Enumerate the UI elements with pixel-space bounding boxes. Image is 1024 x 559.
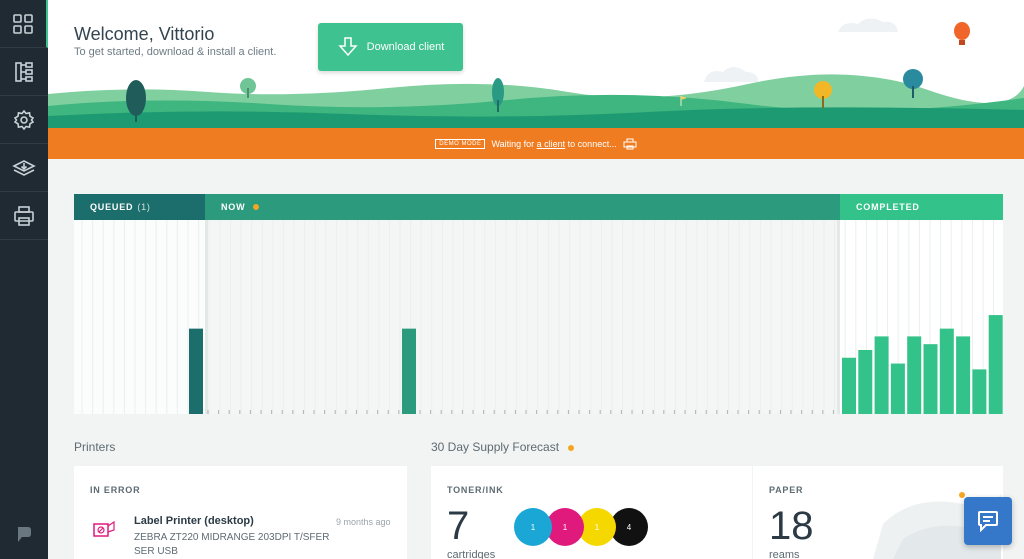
ink-cartridge: 4: [610, 508, 648, 546]
ink-cartridge: 1: [546, 508, 584, 546]
download-client-label: Download client: [366, 41, 445, 53]
client-link[interactable]: a client: [536, 138, 566, 149]
printer-icon: [14, 205, 34, 226]
app-logo-icon: [18, 527, 31, 542]
dashboard-icon: [13, 13, 33, 34]
toner-label: TONER/INK: [447, 485, 504, 495]
printer-timestamp: 9 months ago: [336, 517, 391, 527]
queued-label: QUEUED: [90, 202, 134, 212]
tab-now[interactable]: NOW: [205, 194, 840, 220]
toner-unit: cartridges: [447, 549, 496, 559]
completed-job-bar[interactable]: [874, 336, 889, 414]
completed-job-bar[interactable]: [858, 349, 873, 414]
tab-completed[interactable]: COMPLETED: [840, 194, 1003, 220]
welcome-title: Welcome, Vittorio: [74, 24, 215, 44]
download-client-button[interactable]: Download client: [318, 23, 463, 71]
paper-count: 18: [769, 504, 814, 548]
ink-cartridge: 1: [578, 508, 616, 546]
completed-job-bar[interactable]: [923, 344, 938, 414]
welcome-subtitle: To get started, download & install a cli…: [74, 46, 277, 58]
completed-job-bar[interactable]: [939, 328, 954, 414]
live-indicator-dot: [253, 204, 260, 210]
printers-title: Printers: [74, 440, 116, 454]
printers-card: IN ERROR Label Printer (desktop) ZEBRA Z…: [74, 466, 407, 559]
completed-job-bar[interactable]: [972, 369, 987, 414]
nav-dashboard[interactable]: [0, 0, 48, 48]
tab-queued[interactable]: QUEUED (1): [74, 194, 205, 220]
forecast-title-text: 30 Day Supply Forecast: [431, 440, 560, 454]
forecast-indicator-dot: [568, 445, 575, 451]
completed-job-bar[interactable]: [988, 315, 1003, 414]
nav-printers[interactable]: [0, 192, 48, 240]
demo-mode-badge: DEMO MODE: [435, 138, 486, 149]
jobs-header: QUEUED (1) NOW COMPLETED: [74, 194, 1003, 220]
printer-name[interactable]: Label Printer (desktop): [134, 515, 254, 527]
nav-hierarchy[interactable]: [0, 48, 48, 96]
jobs-panel: QUEUED (1) NOW COMPLETED: [74, 194, 1003, 414]
ink-cartridge-count: 1: [562, 522, 568, 532]
layers-download-icon: [12, 159, 36, 176]
paper-indicator-dot: [959, 492, 965, 498]
now-label: NOW: [221, 202, 246, 212]
forecast-title: 30 Day Supply Forecast: [431, 440, 575, 454]
chat-bubble-icon: [978, 511, 998, 532]
printer-error-icon: [93, 520, 115, 537]
printer-outline-icon: [623, 138, 637, 149]
paper-label: PAPER: [769, 485, 804, 495]
landscape-illustration: [48, 18, 1024, 128]
completed-label: COMPLETED: [856, 202, 920, 212]
toner-count: 7: [447, 504, 470, 548]
banner-text: Waiting for a client to connect...: [491, 139, 616, 149]
completed-job-bar[interactable]: [842, 357, 856, 414]
jobs-timeline-chart: [74, 220, 1003, 414]
completed-job-bar[interactable]: [956, 336, 971, 414]
toner-card: TONER/INK 7 cartridges 1 1 1 4: [431, 466, 752, 559]
sidebar: [0, 0, 48, 559]
chat-support-button[interactable]: [964, 497, 1012, 545]
header: Welcome, Vittorio To get started, downlo…: [48, 0, 1024, 128]
in-error-label: IN ERROR: [90, 485, 141, 495]
nav-settings[interactable]: [0, 96, 48, 144]
ink-cartridge-count: 4: [626, 522, 632, 532]
banner-text-after: to connect...: [565, 138, 617, 149]
gear-icon: [13, 109, 35, 130]
printer-model: ZEBRA ZT220 MIDRANGE 203DPI T/SFER SER U…: [134, 532, 330, 557]
ink-cartridge: 1: [514, 508, 552, 546]
ink-cartridge-count: 1: [594, 522, 600, 532]
nav-layers[interactable]: [0, 144, 48, 192]
completed-job-bar[interactable]: [890, 363, 905, 414]
now-job-bar[interactable]: [402, 328, 416, 414]
completed-job-bar[interactable]: [907, 336, 922, 414]
queued-count: (1): [137, 202, 151, 212]
queued-job-bar[interactable]: [189, 328, 203, 414]
paper-unit: reams: [769, 549, 800, 559]
demo-banner: DEMO MODE Waiting for a client to connec…: [48, 128, 1024, 159]
hierarchy-icon: [15, 61, 33, 82]
app-logo[interactable]: [0, 525, 48, 545]
download-arrow-icon: [338, 37, 358, 57]
ink-cartridge-count: 1: [530, 522, 536, 532]
banner-text-before: Waiting for: [491, 138, 537, 149]
